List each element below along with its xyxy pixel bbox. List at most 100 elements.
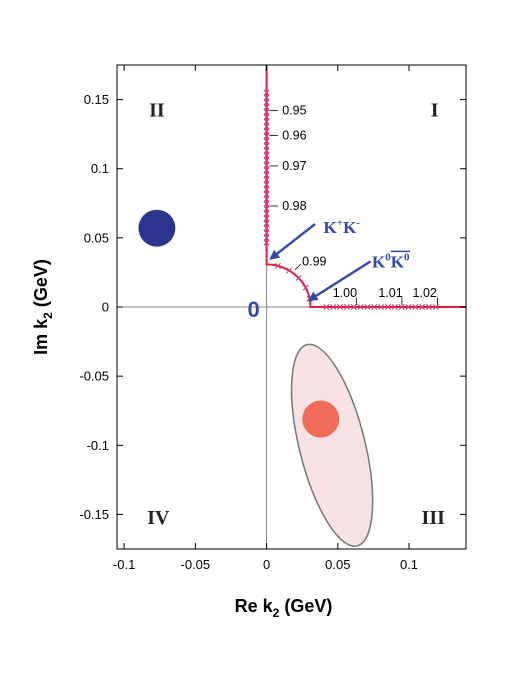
- trajectory-cross: [286, 267, 293, 274]
- trajectory-cross: [384, 304, 391, 310]
- trajectory-cross: [263, 191, 270, 198]
- threshold-label-sup1: +: [337, 217, 343, 229]
- trajectory-cross: [263, 205, 270, 212]
- x-axis-label: Re k2 (GeV): [235, 596, 333, 620]
- trajectory-cross: [302, 284, 309, 291]
- threshold-label-k2: K: [391, 252, 405, 271]
- trajectory-cross: [263, 118, 270, 125]
- y-tick-label: 0.15: [84, 92, 109, 107]
- x-tick-label: 0: [263, 557, 270, 572]
- energy-pointer: [294, 263, 302, 270]
- trajectory-cross: [263, 152, 270, 159]
- x-tick-label: 0.05: [325, 557, 350, 572]
- y-tick-label: 0.1: [91, 161, 109, 176]
- trajectory-cross: [263, 157, 270, 164]
- trajectory-cross: [263, 200, 270, 207]
- blue-pole: [138, 209, 176, 247]
- trajectory-cross: [263, 142, 270, 149]
- trajectory-cross: [263, 113, 270, 120]
- trajectory-cross: [263, 234, 270, 241]
- quadrant-label: II: [149, 99, 165, 121]
- threshold-label-sup2: 0: [404, 251, 410, 263]
- y-tick-label: 0.05: [84, 230, 109, 245]
- threshold-label: K+K-: [324, 217, 361, 237]
- energy-label: 0.98: [282, 199, 306, 213]
- quadrant-label: III: [422, 507, 446, 529]
- trajectory-cross: [263, 210, 270, 217]
- trajectory-cross: [357, 304, 364, 310]
- trajectory-cross: [263, 133, 270, 140]
- pole-trajectory: [263, 65, 466, 310]
- threshold-label-k1: K: [372, 252, 386, 271]
- trajectory-cross: [263, 181, 270, 188]
- trajectory-cross: [378, 304, 385, 310]
- y-axis-label: Im k2 (GeV): [31, 259, 55, 355]
- trajectory-cross: [337, 304, 344, 310]
- trajectory-cross: [263, 215, 270, 222]
- poles-layer: [138, 209, 340, 438]
- trajectory-cross: [391, 304, 398, 310]
- threshold-arrow: [307, 260, 372, 302]
- trajectory-cross: [263, 162, 270, 169]
- trajectory-cross: [371, 304, 378, 310]
- x-tick-label: 0.1: [400, 557, 418, 572]
- trajectory-cross: [263, 138, 270, 145]
- trajectory-cross: [295, 274, 302, 281]
- chart-text: -0.1 -0.05 0 0.05 0.10.150.10.050-0.05-0.1-0…: [31, 92, 445, 620]
- trajectory-cross: [263, 94, 270, 101]
- uncertainty-ellipse: [290, 343, 374, 547]
- trajectory-cross: [263, 171, 270, 178]
- y-axis-label-unit: (GeV): [31, 259, 51, 312]
- quadrant-label: IV: [147, 507, 170, 529]
- trajectory-cross: [263, 104, 270, 111]
- trajectory-cross: [263, 220, 270, 227]
- energy-label: 1.01: [378, 286, 402, 300]
- quadrant-label: I: [431, 99, 439, 121]
- trajectory-cross: [425, 304, 432, 310]
- origin-label: 0: [247, 297, 259, 322]
- trajectory-cross: [263, 128, 270, 135]
- trajectory-cross: [263, 147, 270, 154]
- threshold-label-k2: K: [343, 218, 357, 237]
- x-tick-label: -0.1: [113, 557, 135, 572]
- x-tick-label: -0.05: [181, 557, 211, 572]
- trajectory-cross: [398, 304, 405, 310]
- trajectory-cross: [263, 167, 270, 174]
- energy-label: 1.00: [333, 286, 357, 300]
- trajectory-cross: [364, 304, 371, 310]
- trajectory-cross: [323, 304, 330, 310]
- threshold-label-sup2: -: [356, 217, 360, 229]
- y-tick-label: -0.15: [79, 507, 109, 522]
- trajectory-cross: [343, 304, 350, 310]
- trajectory-cross: [263, 109, 270, 116]
- threshold-arrow: [269, 223, 316, 260]
- trajectory-cross: [263, 186, 270, 193]
- threshold-label-sup1: 0: [385, 251, 391, 263]
- trajectory-cross: [263, 176, 270, 183]
- trajectory-cross: [419, 304, 426, 310]
- trajectory-cross: [274, 262, 281, 269]
- trajectory-cross: [405, 304, 412, 310]
- energy-label: 0.99: [302, 254, 326, 268]
- trajectory-cross: [263, 196, 270, 203]
- threshold-label-k1: K: [324, 218, 338, 237]
- y-axis-label-sub: 2: [41, 312, 55, 319]
- trajectory-cross: [263, 225, 270, 232]
- trajectory-cross: [350, 304, 357, 310]
- trajectory-cross: [412, 304, 419, 310]
- trajectory-cross: [263, 239, 270, 246]
- energy-label: 0.97: [282, 159, 306, 173]
- energy-label: 1.02: [413, 286, 437, 300]
- x-axis-label-sub: 2: [273, 606, 280, 620]
- y-tick-label: -0.1: [87, 438, 109, 453]
- x-axis-label-unit: (GeV): [279, 596, 332, 616]
- trajectory-cross: [263, 89, 270, 96]
- plot-frame: [116, 64, 467, 550]
- trajectory-cross: [432, 304, 439, 310]
- threshold-label: K0K0: [372, 251, 410, 271]
- x-axis-label-main: Re k: [235, 596, 274, 616]
- y-tick-label: -0.05: [79, 369, 109, 384]
- ellipse-layer: [290, 343, 374, 547]
- trajectory-cross: [263, 99, 270, 106]
